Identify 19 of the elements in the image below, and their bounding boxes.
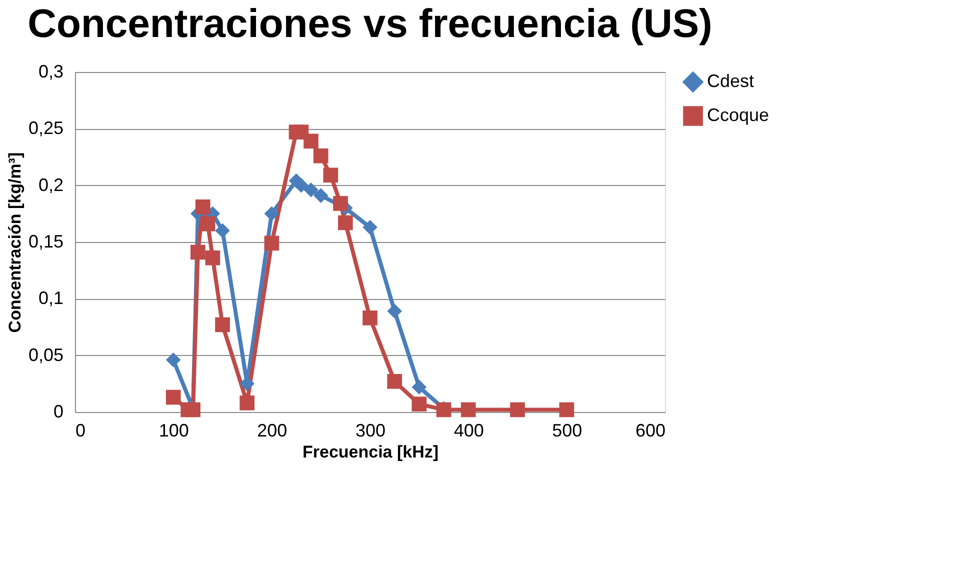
- y-tick-label: 0,2: [38, 174, 64, 195]
- legend-label: Ccoque: [707, 105, 770, 125]
- x-tick-label: 500: [552, 420, 582, 440]
- x-tick-label: 0: [76, 420, 86, 440]
- y-axis-title: Concentración [kg/m³]: [5, 152, 24, 333]
- y-tick-label: 0: [53, 402, 64, 422]
- y-tick-label: 0,3: [38, 62, 64, 82]
- x-tick-label: 400: [454, 420, 484, 440]
- y-tick-label: 0,25: [28, 118, 64, 138]
- x-axis-title: Frecuencia [kHz]: [302, 442, 439, 462]
- chart-title: Concentraciones vs frecuencia (US): [28, 2, 712, 46]
- x-tick-label: 100: [158, 420, 189, 440]
- legend-label: Cdest: [707, 71, 754, 91]
- x-tick-label: 300: [355, 420, 386, 440]
- x-tick-label: 600: [635, 420, 666, 440]
- y-tick-label: 0,15: [28, 232, 64, 252]
- y-tick-label: 0,1: [38, 288, 64, 308]
- x-tick-label: 200: [257, 420, 288, 440]
- y-tick-label: 0,05: [28, 344, 64, 365]
